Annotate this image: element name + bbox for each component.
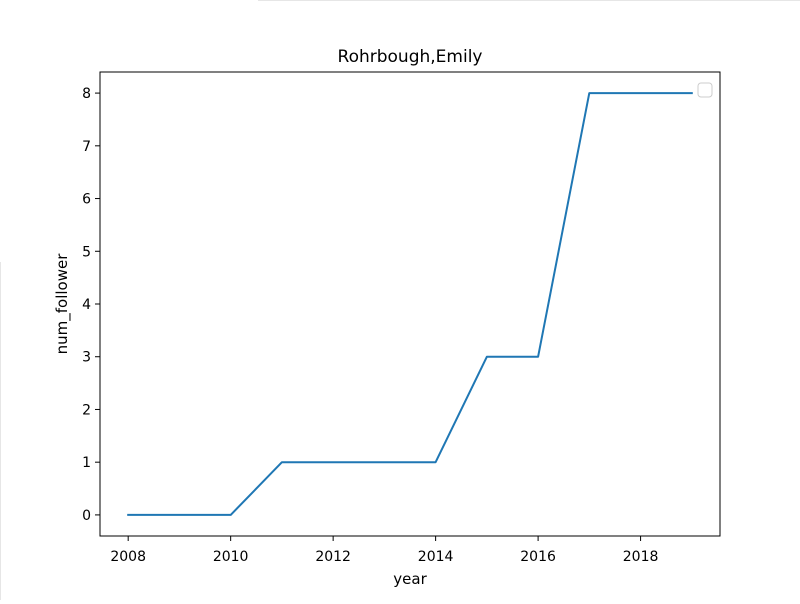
x-tick-label: 2010 (213, 549, 249, 565)
x-tick-label: 2012 (315, 549, 351, 565)
legend-box (697, 82, 713, 98)
x-tick-label: 2014 (418, 549, 454, 565)
series-line (127, 92, 693, 516)
y-tick-label: 2 (82, 402, 91, 418)
y-tick-label: 7 (82, 139, 91, 155)
y-tick-label: 6 (82, 192, 91, 208)
x-tick-label: 2016 (520, 549, 556, 565)
y-axis-ticks: 0 1 2 3 4 5 6 7 8 (82, 86, 100, 524)
chart-title: Rohrbough,Emily (338, 47, 483, 67)
x-axis-label: year (393, 570, 427, 588)
y-tick-label: 3 (82, 350, 91, 366)
x-tick-label: 2018 (623, 549, 659, 565)
y-tick-label: 1 (82, 455, 91, 471)
y-tick-label: 5 (82, 244, 91, 260)
y-tick-label: 8 (82, 86, 91, 102)
y-tick-label: 0 (82, 508, 91, 524)
x-axis-ticks: 2008 2010 2012 2014 2016 2018 (110, 536, 658, 565)
series-layer (127, 92, 693, 516)
plot-area-frame (99, 71, 721, 537)
y-tick-label: 4 (82, 297, 91, 313)
y-axis-label: num_follower (53, 253, 72, 355)
x-tick-label: 2008 (110, 549, 146, 565)
